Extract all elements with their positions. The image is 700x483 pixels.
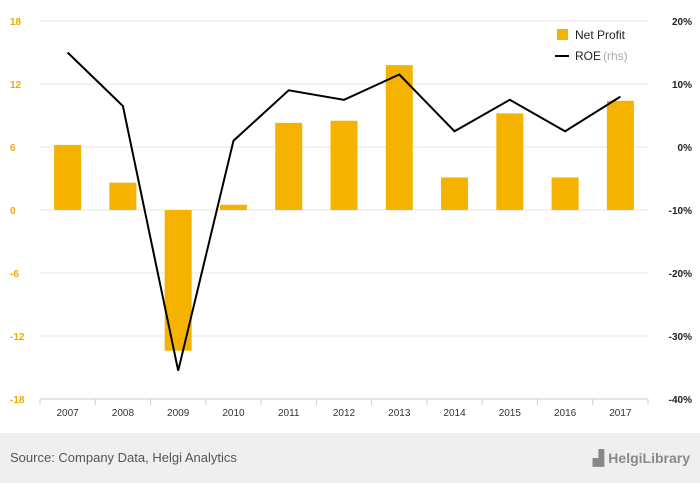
legend-label-net-profit: Net Profit	[575, 28, 626, 42]
x-tick-label: 2010	[222, 408, 245, 419]
x-tick-label: 2009	[167, 408, 190, 419]
right-tick-label: 20%	[672, 17, 692, 28]
brand-logo[interactable]: ▟ HelgiLibrary	[593, 449, 690, 467]
footer-band	[0, 433, 700, 483]
left-tick-label: 12	[10, 80, 22, 91]
bar-net-profit	[551, 177, 579, 210]
right-axis-ticks: 20% 10% 0% -10% -20% -30% -40%	[669, 17, 692, 406]
bar-net-profit	[275, 122, 303, 210]
x-tick-label: 2013	[388, 408, 411, 419]
bar-net-profit	[606, 100, 634, 210]
left-tick-label: -18	[10, 395, 25, 406]
x-tick-label: 2011	[278, 408, 300, 419]
bar-net-profit	[219, 204, 247, 210]
right-tick-label: 10%	[672, 80, 692, 91]
x-tick-label: 2017	[609, 408, 632, 419]
left-tick-label: -6	[10, 269, 19, 280]
legend: Net Profit ROE (rhs)	[555, 28, 628, 63]
bar-net-profit	[496, 113, 524, 210]
x-tick-label: 2016	[554, 408, 577, 419]
legend-swatch-net-profit	[557, 29, 568, 40]
bars	[54, 65, 634, 351]
left-tick-label: -12	[10, 332, 25, 343]
bar-net-profit	[385, 65, 413, 210]
roe-line	[66, 51, 621, 371]
x-tick-label: 2007	[57, 408, 80, 419]
x-axis-ticks: 2007 2008 2009 2010 2011 2012 2013 2014 2015 2016…	[39, 399, 649, 419]
right-tick-label: -20%	[669, 269, 692, 280]
x-tick-label: 2012	[333, 408, 356, 419]
bar-net-profit	[109, 182, 137, 210]
right-tick-label: -30%	[669, 332, 692, 343]
bar-chart-icon: ▟	[592, 450, 605, 467]
legend-label-roe-suffix: (rhs)	[603, 49, 628, 63]
right-tick-label: -10%	[669, 206, 692, 217]
source-note: Source: Company Data, Helgi Analytics	[10, 450, 237, 465]
bar-net-profit	[330, 120, 358, 210]
x-tick-label: 2014	[443, 408, 466, 419]
x-tick-label: 2008	[112, 408, 135, 419]
right-tick-label: 0%	[678, 143, 693, 154]
bar-net-profit	[441, 177, 469, 210]
left-tick-label: 18	[10, 17, 22, 28]
brand-name: HelgiLibrary	[608, 450, 690, 466]
left-tick-label: 0	[10, 206, 16, 217]
left-tick-label: 6	[10, 143, 16, 154]
x-tick-label: 2015	[499, 408, 522, 419]
left-axis-ticks: 18 12 6 0 -6 -12 -18	[10, 17, 25, 406]
right-tick-label: -40%	[669, 395, 692, 406]
bar-net-profit	[54, 144, 82, 210]
legend-label-roe: ROE	[575, 49, 601, 63]
